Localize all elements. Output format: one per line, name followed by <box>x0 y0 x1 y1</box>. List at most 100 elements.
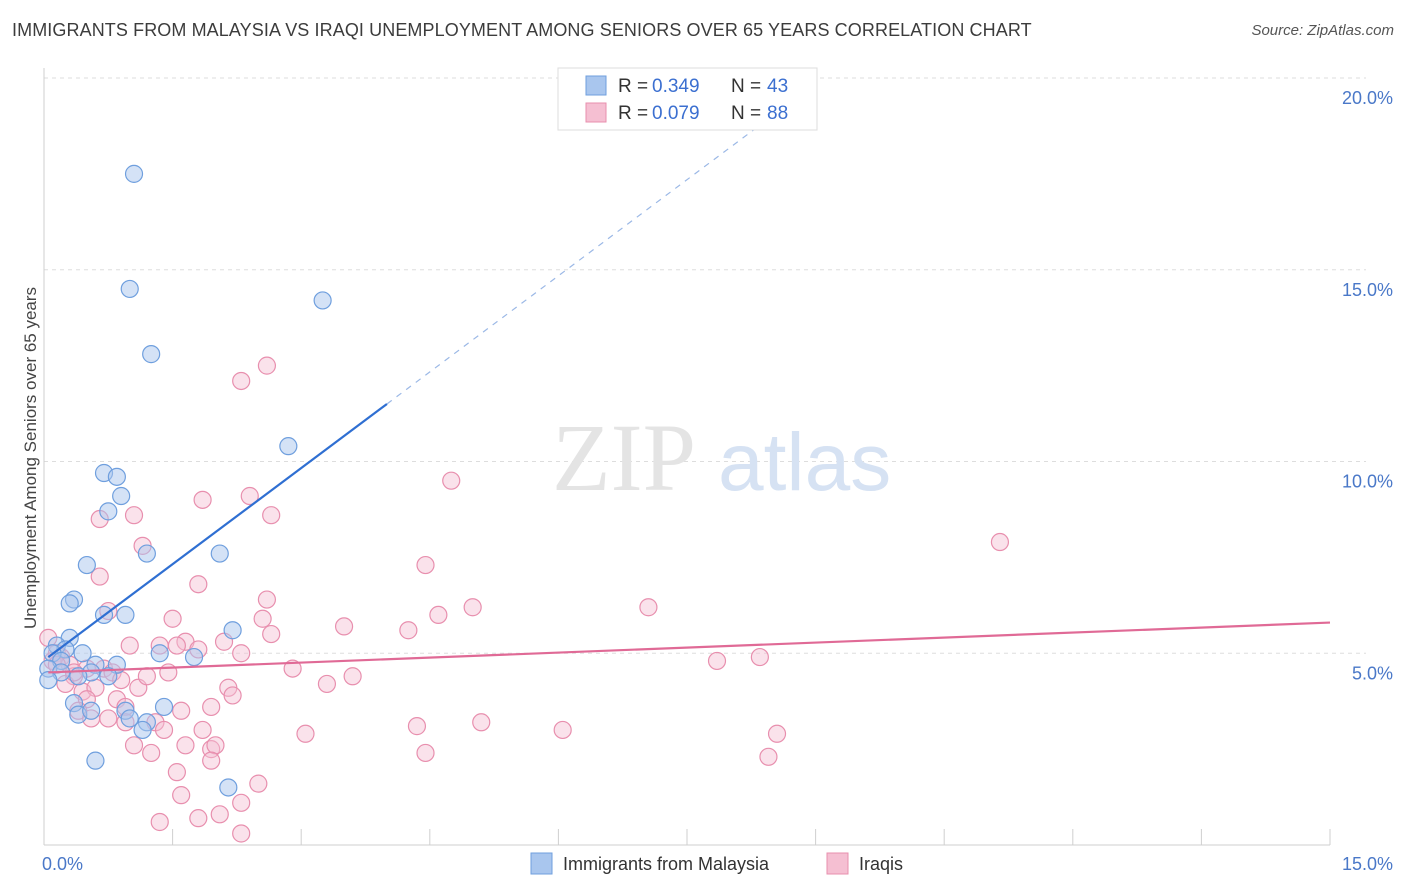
iraqis-point <box>163 609 182 628</box>
iraqis-point <box>463 598 482 617</box>
chart-title: IMMIGRANTS FROM MALAYSIA VS IRAQI UNEMPL… <box>12 20 1032 40</box>
legend-swatch-blue <box>585 75 607 96</box>
iraqis-point <box>142 743 161 763</box>
malaysia-point <box>82 701 101 720</box>
malaysia-point <box>112 486 131 506</box>
axes <box>43 68 1331 846</box>
malaysia-point <box>142 345 161 364</box>
legend-r-value-2: 0.079 <box>652 103 700 124</box>
malaysia-trend-line <box>47 403 388 658</box>
trend-lines <box>47 83 1331 674</box>
iraqis-point <box>167 763 186 782</box>
iraqis-point <box>750 647 769 667</box>
malaysia-point <box>39 670 58 690</box>
iraqis-point <box>759 747 778 766</box>
iraqis-point <box>253 609 272 628</box>
iraqis-point <box>249 774 268 793</box>
iraqis-point <box>124 506 144 525</box>
iraqis-point <box>193 720 212 740</box>
iraqis-point <box>553 720 572 740</box>
iraqis-point <box>90 567 109 586</box>
malaysia-point <box>137 544 156 563</box>
source-label: Source: ZipAtlas.com <box>1251 22 1394 39</box>
bottom-legend-swatch-pink <box>826 852 849 875</box>
malaysia-point <box>124 164 144 183</box>
iraqis-point <box>317 674 337 694</box>
iraqis-point <box>189 575 208 594</box>
iraqis-point <box>99 709 118 728</box>
iraqis-point <box>172 786 191 805</box>
iraqis-point <box>442 471 461 490</box>
iraqis-point <box>334 617 354 636</box>
iraqis-point <box>202 751 221 770</box>
legend-n-label-2: N = <box>731 103 761 124</box>
malaysia-point <box>133 720 152 740</box>
iraqis-point <box>232 824 251 843</box>
iraqis-trend-line <box>48 621 1331 674</box>
malaysia-point <box>77 555 96 575</box>
malaysia-point <box>223 621 242 640</box>
iraqis-point <box>176 736 195 755</box>
iraqis-point <box>257 356 277 375</box>
malaysia-point <box>116 605 135 625</box>
bottom-legend: Immigrants from Malaysia Iraqis <box>530 852 903 875</box>
legend-r-value-1: 0.349 <box>652 76 700 97</box>
bottom-legend-swatch-blue <box>530 852 553 875</box>
iraqis-point <box>206 736 225 755</box>
iraqis-point <box>257 590 277 609</box>
malaysia-point <box>210 544 229 563</box>
malaysia-point <box>99 502 118 521</box>
malaysia-trend-extension <box>386 83 816 405</box>
iraqis-point <box>189 809 208 828</box>
malaysia-point <box>279 437 298 456</box>
iraqis-point <box>283 659 302 678</box>
iraqis-point <box>767 724 787 743</box>
iraqis-point <box>707 651 727 671</box>
iraqis-point <box>120 636 139 655</box>
iraqis-point <box>150 812 169 832</box>
y-axis-label: Unemployment Among Seniors over 65 years <box>21 287 40 629</box>
grid <box>44 77 1366 654</box>
iraqis-point <box>343 667 362 686</box>
tick-labels: 5.0% 10.0% 15.0% 20.0% 0.0% 15.0% <box>42 88 1393 874</box>
legend-swatch-pink <box>585 102 607 123</box>
x-tick-label-1: 15.0% <box>1342 854 1393 874</box>
malaysia-point <box>313 291 332 310</box>
malaysia-point <box>120 279 139 299</box>
iraqis-point <box>223 686 242 705</box>
iraqis-point <box>262 506 281 525</box>
iraqis-point <box>429 605 448 625</box>
malaysia-point <box>120 709 139 728</box>
malaysia-point <box>150 644 169 663</box>
malaysia-point <box>184 647 204 667</box>
malaysia-point <box>73 644 92 663</box>
iraqis-point <box>232 793 251 812</box>
iraqis-point <box>172 701 191 720</box>
malaysia-point <box>86 751 105 770</box>
malaysia-point <box>154 697 174 717</box>
iraqis-point <box>296 724 315 743</box>
bottom-legend-label-pink: Iraqis <box>859 854 903 874</box>
iraqis-point <box>193 490 212 509</box>
iraqis-point <box>407 717 427 736</box>
iraqis-point <box>472 713 491 732</box>
iraqis-point <box>202 697 221 717</box>
watermark-zip: ZIP <box>552 404 696 511</box>
iraqis-point <box>399 621 418 640</box>
malaysia-point <box>99 667 118 686</box>
iraqis-point <box>232 644 251 663</box>
malaysia-point <box>107 467 126 486</box>
iraqis-point <box>232 371 251 391</box>
y-tick-label-2: 15.0% <box>1342 280 1393 300</box>
y-tick-label-1: 10.0% <box>1342 472 1393 492</box>
legend-r-label-1: R = <box>618 76 648 97</box>
watermark-atlas: atlas <box>718 417 891 508</box>
malaysia-point <box>60 594 79 613</box>
iraqis-point <box>137 667 156 686</box>
legend-n-value-1: 43 <box>767 76 788 97</box>
iraqis-point <box>210 805 229 824</box>
iraqis-point <box>154 720 174 740</box>
iraqis-point <box>167 636 186 655</box>
iraqis-point <box>124 736 144 755</box>
